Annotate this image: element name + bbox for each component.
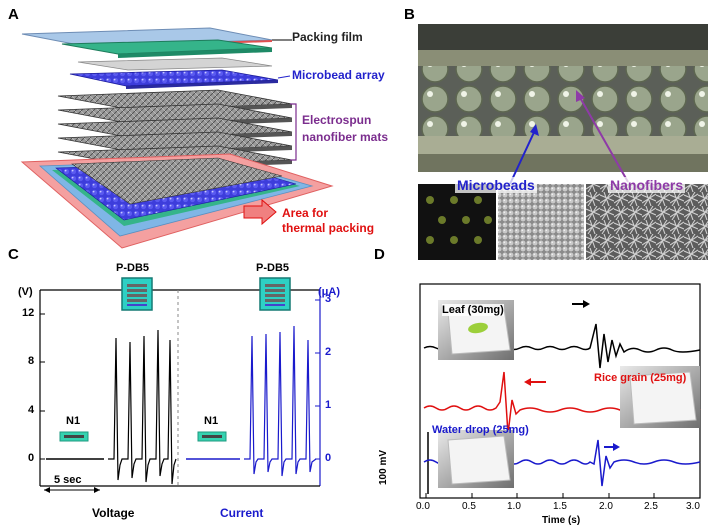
right-tick-0: 0 — [325, 452, 332, 464]
rice-label: Rice grain (25mg) — [594, 372, 687, 384]
pdb5-label-left: P-DB5 — [116, 262, 150, 274]
water-label: Water drop (25mg) — [432, 424, 529, 436]
thermal-label-line2: thermal packing — [282, 221, 375, 235]
nanofiber-label-line2: nanofiber mats — [302, 130, 389, 144]
packing-film-label: Packing film — [292, 30, 363, 44]
nanofiber-mats — [57, 89, 293, 170]
leaf-arrow-icon — [572, 300, 590, 308]
panel-d-chart — [419, 283, 701, 499]
current-label: Current — [220, 506, 264, 520]
pdb5-label-right: P-DB5 — [256, 262, 290, 274]
pdb5-voltage-trace — [108, 329, 177, 485]
x-tick-5: 2.5 — [644, 501, 658, 512]
thermal-arrow — [243, 198, 277, 226]
right-tick-2: 2 — [325, 346, 332, 358]
thermal-label-line1: Area for — [282, 206, 329, 220]
x-tick-4: 2.0 — [599, 501, 613, 512]
pdb5-device-icon-right — [259, 277, 291, 311]
panel-a-exploded-device — [20, 27, 334, 249]
panel-b-micrographs — [418, 24, 708, 260]
left-axis-unit: (V) — [18, 286, 33, 298]
panel-d-letter: D — [374, 246, 385, 263]
panel-a-letter: A — [8, 6, 19, 23]
left-tick-8: 8 — [28, 355, 35, 367]
panel-b-letter: B — [404, 6, 415, 23]
nanofiber-label-line1: Electrospun — [302, 113, 372, 127]
scale-bar-label: 5 sec — [54, 474, 82, 486]
water-photo — [438, 430, 514, 488]
microbead-array-label: Microbead array — [292, 68, 385, 82]
microbeads-label: Microbeads — [455, 177, 537, 193]
x-tick-3: 1.5 — [553, 501, 567, 512]
x-axis-label: Time (s) — [542, 515, 581, 526]
nanofiber-mats-label: Electrospun nanofiber mats — [302, 112, 388, 146]
rice-arrow-icon — [524, 378, 546, 386]
n1-device-icon-right — [197, 431, 227, 442]
nanofibers-label: Nanofibers — [608, 177, 686, 193]
x-tick-2: 1.0 — [507, 501, 521, 512]
x-tick-0: 0.0 — [416, 501, 430, 512]
sem-image-beads-array — [498, 184, 584, 260]
leaf-label: Leaf (30mg) — [442, 304, 504, 316]
voltage-label: Voltage — [92, 506, 135, 520]
pdb5-device-icon-left — [121, 277, 153, 311]
x-tick-6: 3.0 — [686, 501, 700, 512]
y-scale-label: 100 mV — [378, 449, 389, 485]
n1-label-left: N1 — [66, 415, 81, 427]
right-tick-1: 1 — [325, 399, 332, 411]
left-tick-4: 4 — [28, 404, 35, 416]
pdb5-current-trace — [244, 325, 317, 477]
sem-image-beads-dark — [418, 184, 496, 260]
x-tick-1: 0.5 — [462, 501, 476, 512]
left-tick-0: 0 — [28, 452, 35, 464]
left-tick-12: 12 — [22, 307, 35, 319]
sem-image-nanofibers — [586, 184, 708, 260]
n1-label-right: N1 — [204, 415, 219, 427]
thermal-packing-label: Area for thermal packing — [282, 206, 374, 236]
n1-device-icon-left — [59, 431, 89, 442]
rice-photo — [620, 366, 700, 428]
water-arrow-icon — [604, 443, 620, 451]
panel-c-letter: C — [8, 246, 19, 263]
right-tick-3: 3 — [325, 293, 332, 305]
right-axis-unit: (μA) — [318, 286, 340, 298]
panel-c-chart — [39, 277, 321, 493]
top-grey-sheet — [77, 57, 273, 71]
